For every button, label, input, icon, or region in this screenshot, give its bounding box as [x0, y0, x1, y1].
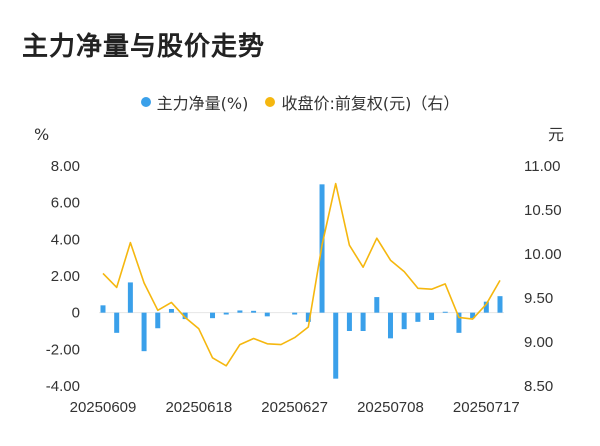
- bar-net-volume: [237, 310, 243, 313]
- right-tick-label: 10.00: [524, 246, 562, 263]
- legend: 主力净量(%) 收盘价:前复权(元)（右）: [0, 90, 600, 114]
- bar-net-volume: [415, 312, 421, 322]
- bar-net-volume: [360, 312, 366, 331]
- bar-net-volume: [305, 312, 311, 322]
- bar-net-volume: [141, 312, 147, 352]
- bar-net-volume: [346, 312, 352, 331]
- right-tick-label: 9.00: [524, 334, 553, 351]
- chart-title: 主力净量与股价走势: [22, 32, 266, 62]
- left-tick-label: 4.00: [51, 231, 80, 248]
- bar-net-volume: [251, 310, 257, 313]
- bar-net-volume: [127, 282, 133, 313]
- bar-net-volume: [210, 312, 216, 319]
- right-tick-label: 9.50: [524, 290, 553, 307]
- left-tick-label: 0: [72, 305, 80, 322]
- bar-net-volume: [333, 312, 339, 379]
- right-tick-label: 11.00: [524, 158, 560, 175]
- x-tick-label: 20250618: [165, 399, 232, 416]
- right-axis-unit: 元: [548, 125, 564, 144]
- legend-dot-bar: [140, 97, 151, 107]
- legend-label-net-volume: 主力净量(%): [156, 94, 249, 113]
- bar-net-volume: [100, 305, 106, 313]
- left-tick-label: 8.00: [51, 158, 80, 175]
- bar-net-volume: [168, 309, 174, 313]
- legend-label-close-price: 收盘价:前复权(元)（右）: [281, 94, 460, 113]
- bar-net-volume: [429, 312, 435, 320]
- right-tick-label: 8.50: [524, 378, 553, 395]
- bar-net-volume: [182, 312, 188, 320]
- bar-net-volume: [374, 297, 380, 313]
- left-tick-label: -2.00: [46, 341, 80, 358]
- bar-net-volume: [387, 312, 393, 339]
- left-tick-label: 2.00: [51, 268, 80, 285]
- line-close-price: [102, 182, 501, 367]
- legend-item-net-volume[interactable]: 主力净量(%): [140, 90, 249, 114]
- bar-net-volume: [442, 311, 448, 313]
- legend-dot-line: [265, 97, 276, 107]
- bar-net-volume: [497, 296, 503, 313]
- bar-net-volume: [483, 301, 489, 313]
- right-tick-label: 10.50: [524, 202, 562, 219]
- x-tick-label: 20250609: [70, 399, 137, 416]
- x-tick-label: 20250627: [261, 399, 328, 416]
- left-axis-unit: %: [34, 125, 49, 144]
- bar-net-volume: [155, 312, 161, 329]
- x-tick-label: 20250717: [453, 399, 520, 416]
- x-tick-label: 20250708: [357, 399, 424, 416]
- bar-net-volume: [292, 312, 298, 315]
- bar-net-volume: [470, 312, 476, 319]
- left-tick-label: 6.00: [51, 195, 80, 212]
- bar-net-volume: [401, 312, 407, 330]
- left-tick-label: -4.00: [46, 378, 80, 395]
- bar-net-volume: [456, 312, 462, 333]
- bar-net-volume: [223, 312, 229, 315]
- bar-net-volume: [114, 312, 120, 333]
- legend-item-close-price[interactable]: 收盘价:前复权(元)（右）: [265, 90, 459, 114]
- bar-net-volume: [264, 312, 270, 317]
